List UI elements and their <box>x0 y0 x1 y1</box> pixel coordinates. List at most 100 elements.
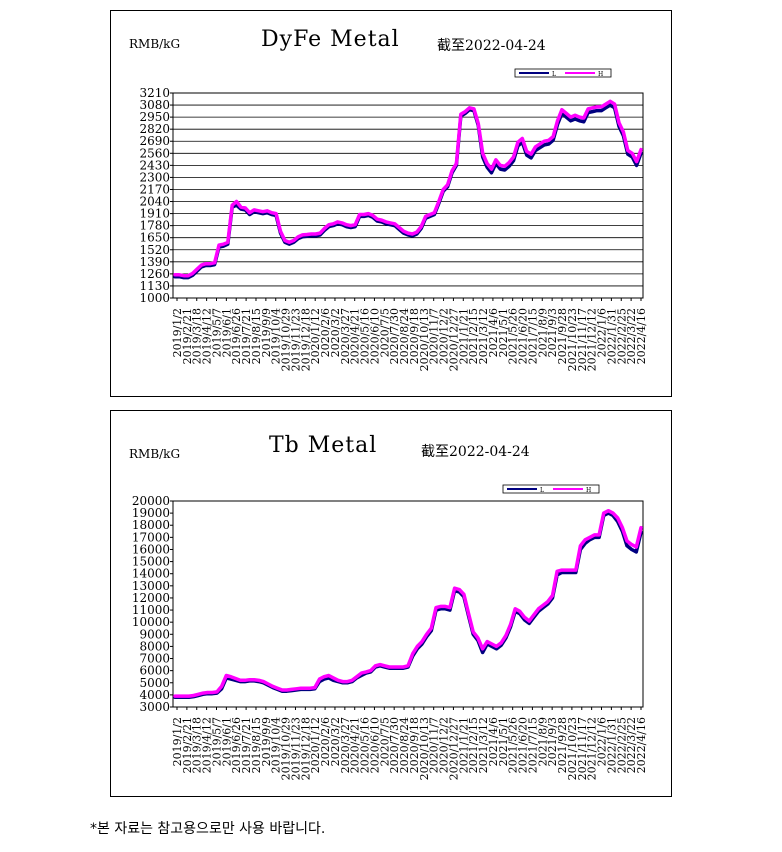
dyfe-x-tick-label: 2020/8/24 <box>398 308 411 364</box>
tb-x-tick-label: 2020/7/30 <box>388 717 401 773</box>
dyfe-y-tick-label: 3210 <box>139 86 170 100</box>
tb-x-tick-label: 2019/6/26 <box>230 717 243 773</box>
tb-x-tick-label: 2020/1/12 <box>309 717 322 773</box>
tb-x-tick-label: 2020/3/27 <box>339 717 352 773</box>
tb-x-tick-label: 2020/12/27 <box>447 717 460 780</box>
dyfe-chart-title: DyFe Metal <box>261 27 400 52</box>
tb-y-tick-label: 20000 <box>132 494 170 508</box>
dyfe-y-tick-label: 2950 <box>139 110 170 124</box>
tb-line-chart: 3000400050006000700080009000100001100012… <box>132 484 648 780</box>
dyfe-x-tick-label: 2020/10/13 <box>418 308 431 371</box>
tb-legend-label: H <box>586 487 591 494</box>
tb-x-tick-label: 2021/8/9 <box>536 717 549 766</box>
tb-x-tick-label: 2022/1/6 <box>596 717 609 766</box>
tb-y-tick-label: 19000 <box>132 506 170 520</box>
tb-x-tick-label: 2021/11/17 <box>576 717 589 780</box>
dyfe-x-tick-label: 2020/3/27 <box>339 308 352 364</box>
tb-x-tick-label: 2019/9/9 <box>260 717 273 766</box>
tb-asof-date: 截至2022-04-24 <box>421 444 530 460</box>
dyfe-x-tick-label: 2021/9/3 <box>546 308 559 357</box>
dyfe-y-tick-label: 2170 <box>139 182 170 196</box>
dyfe-x-tick-label: 2021/5/26 <box>507 308 520 364</box>
tb-x-tick-label: 2020/4/21 <box>349 717 362 773</box>
dyfe-x-tick-label: 2021/6/20 <box>517 308 530 364</box>
tb-x-tick-label: 2020/9/18 <box>408 717 421 773</box>
dyfe-unit-label: RMB/kG <box>129 37 181 51</box>
dyfe-x-tick-label: 2021/10/23 <box>566 308 579 371</box>
dyfe-x-tick-label: 2020/12/27 <box>447 308 460 371</box>
dyfe-x-tick-label: 2021/5/1 <box>497 308 510 357</box>
dyfe-x-tick-label: 2022/1/6 <box>596 308 609 357</box>
dyfe-x-tick-label: 2019/7/21 <box>240 308 253 364</box>
tb-x-tick-label: 2021/9/3 <box>546 717 559 766</box>
dyfe-x-tick-label: 2019/3/18 <box>191 308 204 364</box>
dyfe-legend-box <box>514 68 612 78</box>
dyfe-x-tick-label: 2021/11/17 <box>576 308 589 371</box>
dyfe-y-tick-label: 2820 <box>139 122 170 136</box>
dyfe-y-tick-label: 1910 <box>139 207 170 221</box>
dyfe-y-tick-label: 1390 <box>139 255 170 269</box>
tb-x-tick-label: 2021/10/23 <box>566 717 579 780</box>
tb-x-tick-label: 2019/4/12 <box>201 717 214 773</box>
dyfe-y-tick-label: 2040 <box>139 195 170 209</box>
dyfe-x-tick-label: 2021/8/9 <box>536 308 549 357</box>
dyfe-x-tick-label: 2019/11/23 <box>289 308 302 371</box>
tb-x-tick-label: 2021/9/28 <box>556 717 569 773</box>
dyfe-x-tick-label: 2022/3/22 <box>625 308 638 364</box>
dyfe-y-tick-label: 1520 <box>139 243 170 257</box>
dyfe-x-tick-label: 2020/1/12 <box>309 308 322 364</box>
tb-y-tick-label: 13000 <box>132 579 170 593</box>
dyfe-x-tick-label: 2020/5/16 <box>359 308 372 364</box>
dyfe-chart-panel: RMB/kG DyFe Metal 截至2022-04-24 1000 1130 1… <box>110 10 672 397</box>
dyfe-asof-date: 截至2022-04-24 <box>437 38 546 54</box>
dyfe-x-tick-label: 2020/6/10 <box>368 308 381 364</box>
tb-unit-label: RMB/kG <box>129 447 181 461</box>
tb-x-tick-label: 2019/10/29 <box>280 717 293 780</box>
dyfe-x-tick-label: 2019/9/9 <box>260 308 273 357</box>
tb-y-tick-label: 10000 <box>132 615 170 629</box>
tb-x-tick-label: 2021/4/6 <box>487 717 500 766</box>
tb-y-tick-label: 4000 <box>139 688 170 702</box>
dyfe-x-tick-label: 2020/7/30 <box>388 308 401 364</box>
dyfe-x-tick-label: 2020/9/18 <box>408 308 421 364</box>
dyfe-line-chart: 1000113012601390152016501780191020402170… <box>139 68 648 371</box>
dyfe-x-tick-label: 2019/10/4 <box>270 308 283 364</box>
tb-y-tick-label: 5000 <box>139 676 170 690</box>
tb-x-tick-label: 2022/1/31 <box>605 717 618 773</box>
tb-x-tick-label: 2022/3/22 <box>625 717 638 773</box>
tb-chart-panel: RMB/kG Tb Metal 截至2022-04-24 3000 4000 500… <box>110 410 672 797</box>
tb-y-tick-label: 3000 <box>139 700 170 714</box>
dyfe-x-tick-label: 2022/1/31 <box>605 308 618 364</box>
tb-legend-box <box>502 484 600 494</box>
dyfe-y-tick-label: 1000 <box>139 291 170 305</box>
dyfe-x-tick-label: 2020/11/7 <box>428 308 441 364</box>
tb-y-tick-label: 17000 <box>132 530 170 544</box>
dyfe-x-tick-label: 2021/3/12 <box>477 308 490 364</box>
tb-x-tick-label: 2020/11/7 <box>428 717 441 773</box>
tb-y-tick-label: 9000 <box>139 627 170 641</box>
dyfe-x-tick-label: 2019/2/21 <box>181 308 194 364</box>
tb-x-tick-label: 2020/5/16 <box>359 717 372 773</box>
tb-legend-label: L <box>540 487 544 494</box>
dyfe-x-tick-label: 2020/3/2 <box>329 308 342 357</box>
tb-x-tick-label: 2019/5/7 <box>210 717 223 766</box>
dyfe-y-tick-label: 1130 <box>139 279 170 293</box>
dyfe-y-tick-label: 3080 <box>139 98 170 112</box>
tb-y-tick-label: 6000 <box>139 664 170 678</box>
dyfe-series-line-H <box>173 99 643 278</box>
dyfe-x-tick-label: 2021/12/12 <box>586 308 599 371</box>
dyfe-x-tick-label: 2019/6/1 <box>220 308 233 357</box>
tb-x-tick-label: 2020/7/5 <box>378 717 391 766</box>
tb-x-tick-label: 2021/1/21 <box>457 717 470 773</box>
dyfe-x-tick-label: 2020/2/6 <box>319 308 332 357</box>
tb-x-tick-label: 2019/10/4 <box>270 717 283 773</box>
tb-x-tick-label: 2019/6/1 <box>220 717 233 766</box>
tb-x-tick-label: 2019/7/21 <box>240 717 253 773</box>
tb-series-line-L <box>173 511 643 700</box>
tb-x-tick-label: 2021/5/26 <box>507 717 520 773</box>
tb-y-tick-label: 7000 <box>139 652 170 666</box>
dyfe-x-tick-label: 2021/1/21 <box>457 308 470 364</box>
tb-x-tick-label: 2021/7/15 <box>526 717 539 773</box>
dyfe-x-tick-label: 2020/7/5 <box>378 308 391 357</box>
tb-x-tick-label: 2019/3/18 <box>191 717 204 773</box>
